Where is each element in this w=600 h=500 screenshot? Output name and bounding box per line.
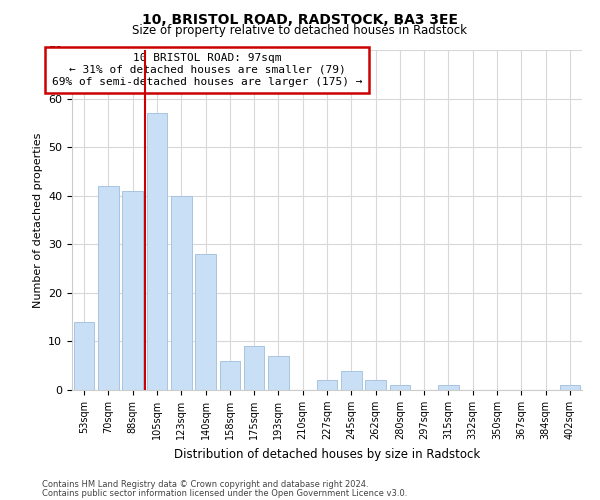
Bar (365, 380, 386, 390)
Bar (74, 322, 94, 390)
Bar (438, 385, 459, 390)
Text: 10 BRISTOL ROAD: 97sqm
← 31% of detached houses are smaller (79)
69% of semi-det: 10 BRISTOL ROAD: 97sqm ← 31% of detached… (52, 54, 362, 86)
Bar (171, 196, 191, 390)
Bar (122, 191, 143, 390)
Text: Size of property relative to detached houses in Radstock: Size of property relative to detached ho… (133, 24, 467, 37)
Bar (317, 380, 337, 390)
Bar (195, 254, 216, 390)
Bar (341, 370, 362, 390)
Bar (389, 385, 410, 390)
X-axis label: Distribution of detached houses by size in Radstock: Distribution of detached houses by size … (174, 448, 480, 460)
Bar (98, 186, 119, 390)
Bar (268, 356, 289, 390)
Text: Contains public sector information licensed under the Open Government Licence v3: Contains public sector information licen… (42, 488, 407, 498)
Bar (146, 113, 167, 390)
Text: 10, BRISTOL ROAD, RADSTOCK, BA3 3EE: 10, BRISTOL ROAD, RADSTOCK, BA3 3EE (142, 12, 458, 26)
Text: Contains HM Land Registry data © Crown copyright and database right 2024.: Contains HM Land Registry data © Crown c… (42, 480, 368, 489)
Bar (560, 385, 580, 390)
Bar (220, 361, 240, 390)
Bar (244, 346, 265, 390)
Y-axis label: Number of detached properties: Number of detached properties (32, 132, 43, 308)
